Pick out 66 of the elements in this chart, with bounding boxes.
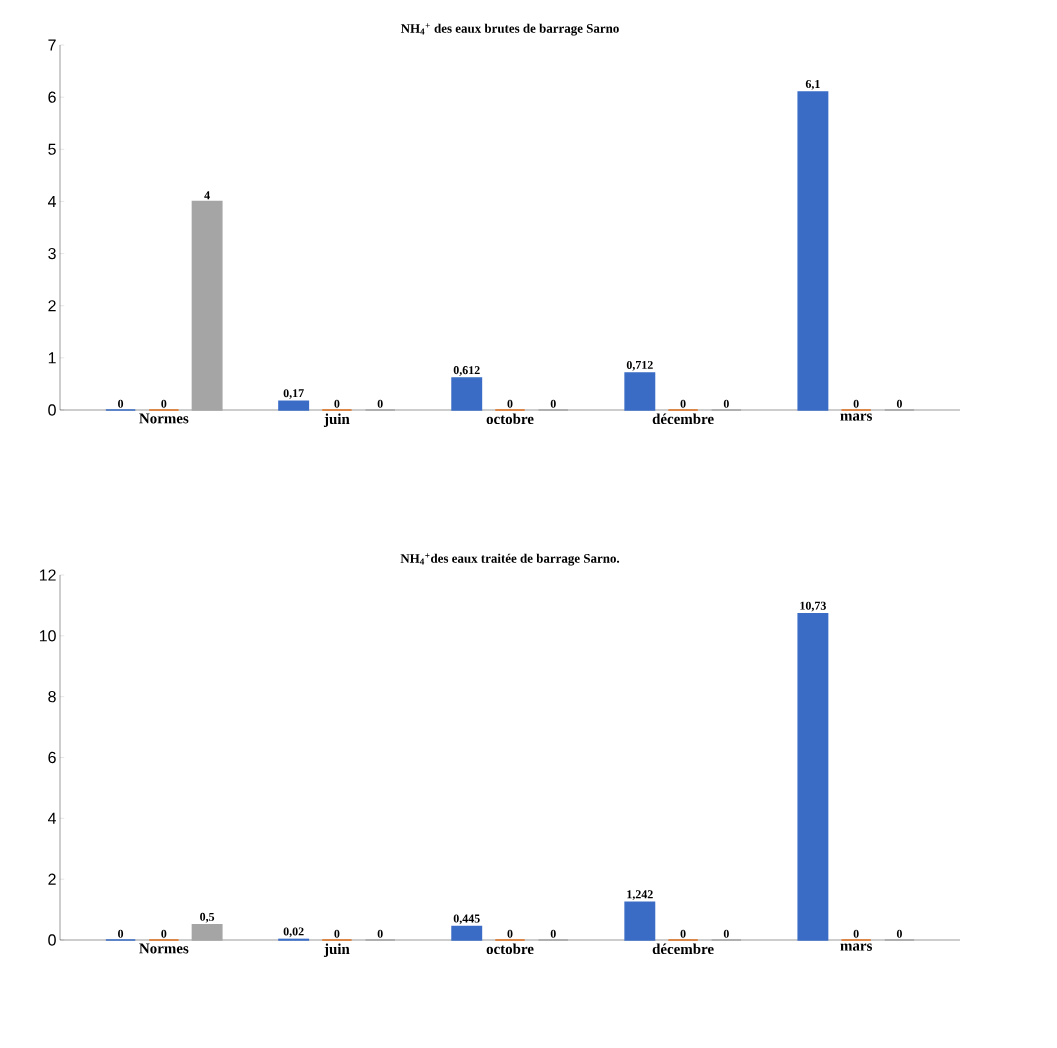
- data-label: 0,17: [283, 389, 304, 399]
- x-tick-label: juin: [323, 413, 350, 428]
- y-tick-label: 2: [48, 300, 56, 312]
- chart-title: NH$_{4}$$^{+}$des eaux traitée de barrage Sarno.: [400, 553, 620, 566]
- data-label: 0: [853, 399, 859, 408]
- bar: [624, 901, 656, 941]
- data-label: 0: [507, 399, 513, 408]
- bar: [624, 372, 656, 411]
- y-tick-label: 0: [48, 934, 56, 946]
- data-label: 0: [507, 929, 513, 938]
- x-tick-label: juin: [323, 943, 350, 958]
- data-label: 0,5: [200, 912, 215, 923]
- chart-title: NH$_{4}$$^{+}$ des eaux brutes de barrage Sarno: [400, 23, 619, 36]
- data-label: 0: [161, 399, 167, 408]
- data-label: 0: [896, 929, 902, 938]
- x-tick-label: mars: [840, 943, 872, 951]
- data-label: 0: [377, 929, 383, 938]
- data-label: 0: [896, 399, 902, 408]
- data-label: 0: [161, 929, 167, 938]
- y-tick-label: 8: [48, 691, 56, 703]
- y-tick-label: 12: [39, 569, 56, 581]
- data-label: 0: [723, 929, 729, 938]
- bar: [451, 925, 483, 941]
- bar: [797, 91, 829, 411]
- y-tick-label: 0: [48, 404, 56, 416]
- data-label: 0: [118, 929, 124, 938]
- x-tick-label: octobre: [486, 413, 534, 425]
- data-label: 0: [118, 399, 124, 408]
- data-label: 10,73: [800, 601, 826, 612]
- data-label: 0: [377, 399, 383, 408]
- data-label: 0: [334, 929, 340, 938]
- y-tick-label: 5: [48, 143, 56, 155]
- x-tick-label: octobre: [486, 943, 534, 955]
- data-label: 0,02: [283, 927, 304, 938]
- data-label: 0: [550, 929, 556, 938]
- x-tick-label: Normes: [139, 943, 189, 954]
- y-tick-label: 6: [48, 751, 56, 764]
- data-label: 0: [680, 929, 686, 938]
- data-label: 0,445: [453, 914, 480, 925]
- y-tick-label: 10: [39, 630, 56, 642]
- data-label: 0: [853, 929, 859, 938]
- x-tick-label: décembre: [652, 943, 714, 955]
- data-label: 0: [334, 399, 340, 408]
- data-label: 0: [723, 399, 729, 408]
- x-tick-label: décembre: [652, 413, 714, 425]
- data-label: 0,712: [626, 360, 653, 371]
- y-tick-label: 4: [47, 812, 57, 824]
- y-tick-label: 7: [48, 39, 56, 51]
- bar: [191, 200, 223, 411]
- y-tick-label: 1: [48, 352, 56, 364]
- bar: [278, 400, 310, 411]
- data-label: 0: [680, 399, 686, 408]
- data-label: 1,242: [627, 890, 653, 901]
- y-tick-label: 6: [48, 91, 56, 103]
- data-label: 4: [204, 191, 210, 200]
- data-label: 0: [550, 399, 556, 408]
- y-tick-label: 2: [48, 873, 56, 885]
- bar: [797, 612, 829, 941]
- x-tick-label: Normes: [139, 413, 189, 424]
- y-tick-label: 3: [48, 247, 56, 260]
- y-tick-label: 4: [47, 195, 56, 207]
- data-label: 6,1: [805, 79, 820, 90]
- x-tick-label: mars: [840, 413, 872, 421]
- bar: [191, 924, 223, 941]
- data-label: 0,612: [453, 366, 480, 376]
- bar: [451, 377, 483, 411]
